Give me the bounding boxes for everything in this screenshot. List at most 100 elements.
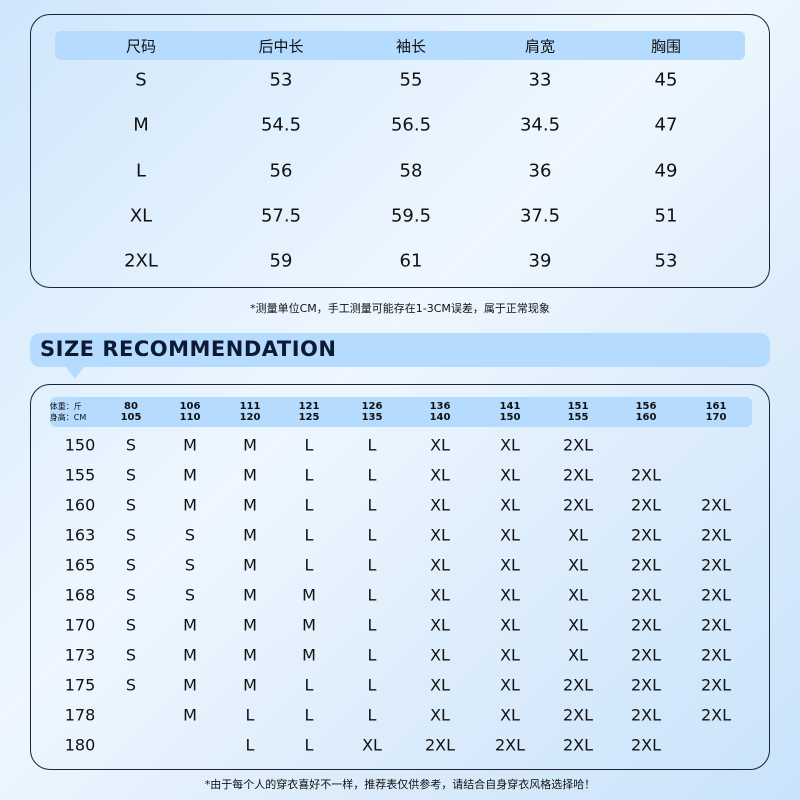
size-cell: XL [500,615,520,635]
size-cell: 61 [399,250,423,272]
size-cell: M [183,675,197,695]
size-cell: M [243,645,257,665]
size-cell: 2XL [630,495,662,515]
title-pointer [66,367,84,379]
size-cell: 2XL [700,585,732,605]
size-cell: XL [500,465,520,485]
size-cell: XL [500,495,520,515]
column-weight: 136 [429,401,451,412]
column-height: 105 [120,412,142,423]
size-cell: M [243,495,257,515]
weight-height-column: 161 170 [706,401,727,423]
size-cell: L [245,735,255,755]
size-cell: L [304,495,314,515]
row-label: 160 [64,495,96,515]
size-cell: XL [430,525,450,545]
row-label: 180 [64,735,96,755]
column-height: 160 [635,412,657,423]
size-cell: 2XL [562,495,594,515]
axis-labels: 体重：斤 身高：CM [50,401,87,423]
size-cell: XL [430,645,450,665]
size-cell: XL [568,555,588,575]
size-cell: 2XL [700,705,732,725]
size-cell: L [304,675,314,695]
size-cell: 2XL [630,525,662,545]
size-cell: M [133,114,149,136]
size-cell: L [304,435,314,455]
size-cell: 2XL [700,495,732,515]
size-cell: 2XL [700,615,732,635]
size-cell: M [243,615,257,635]
weight-height-column: 141 150 [500,401,521,423]
size-cell: 47 [654,114,678,136]
recommendation-title-bar: SIZE RECOMMENDATION [30,333,770,367]
column-weight: 111 [239,401,261,412]
size-cell: S [125,615,137,635]
size-cell: 53 [269,69,293,91]
column-height: 170 [705,412,727,423]
size-cell: 2XL [562,735,594,755]
size-cell: L [135,160,147,182]
column-weight: 141 [499,401,521,412]
size-cell: XL [500,705,520,725]
size-cell: M [243,435,257,455]
size-cell: XL [500,435,520,455]
size-cell: 54.5 [260,114,302,136]
row-label: 178 [64,705,96,725]
column-weight: 156 [635,401,657,412]
size-cell: XL [568,645,588,665]
size-cell: S [125,495,137,515]
size-cell: S [125,645,137,665]
header-cell: 尺码 [125,37,157,56]
size-cell: M [243,675,257,695]
row-label: 175 [64,675,96,695]
row-label: 163 [64,525,96,545]
row-label: 170 [64,615,96,635]
column-height: 155 [567,412,589,423]
size-cell: 2XL [562,435,594,455]
size-cell: XL [500,675,520,695]
size-cell: L [367,495,377,515]
size-cell: 2XL [700,675,732,695]
size-cell: 36 [528,160,552,182]
weight-height-column: 106 110 [180,401,201,423]
column-height: 125 [298,412,320,423]
size-cell: L [367,585,377,605]
size-cell: 2XL [630,615,662,635]
row-label: 168 [64,585,96,605]
size-cell: S [184,525,196,545]
size-cell: XL [568,585,588,605]
column-weight: 106 [179,401,201,412]
size-cell: M [183,645,197,665]
size-cell: 2XL [124,250,158,272]
size-cell: 2XL [630,465,662,485]
size-cell: 2XL [630,645,662,665]
recommendation-table [30,384,770,770]
size-cell: M [183,465,197,485]
size-cell: 2XL [630,705,662,725]
size-cell: L [367,705,377,725]
size-cell: L [367,615,377,635]
size-cell: 49 [654,160,678,182]
size-cell: XL [129,205,153,227]
size-cell: XL [430,435,450,455]
size-cell: M [183,495,197,515]
size-cell: L [367,675,377,695]
size-cell: XL [430,585,450,605]
height-label: 身高：CM [49,413,87,422]
size-cell: 2XL [700,555,732,575]
size-cell: M [302,585,316,605]
weight-height-column: 136 140 [430,401,451,423]
size-cell: M [302,645,316,665]
size-cell: 2XL [630,675,662,695]
size-cell: XL [500,525,520,545]
size-cell: XL [568,525,588,545]
size-cell: 34.5 [519,114,561,136]
size-cell: L [304,705,314,725]
size-cell: S [125,525,137,545]
size-cell: XL [500,555,520,575]
size-cell: 59.5 [390,205,432,227]
size-cell: 2XL [630,735,662,755]
header-cell: 后中长 [258,37,304,56]
size-cell: 57.5 [260,205,302,227]
